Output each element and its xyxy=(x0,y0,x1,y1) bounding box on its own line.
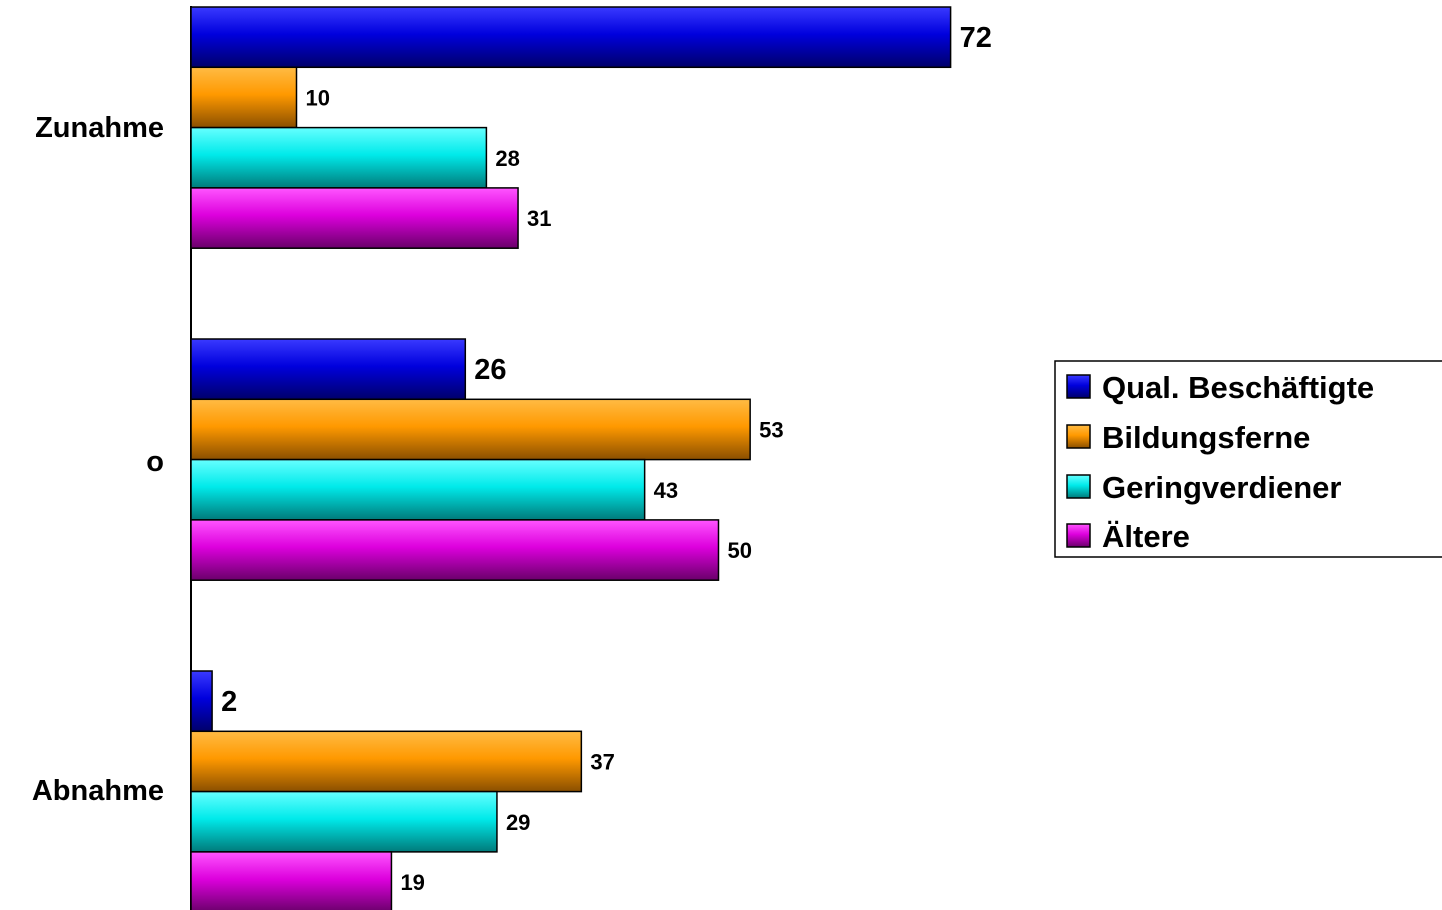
data-label: 31 xyxy=(527,206,551,231)
legend-swatch-qual-beschaeftigte xyxy=(1066,374,1091,399)
category-label: Zunahme xyxy=(35,112,164,144)
data-label: 28 xyxy=(495,146,519,171)
bar xyxy=(190,730,583,793)
bars-layer: 72 26 2 10 53 37 28 43 29 31 50 19 xyxy=(190,6,992,910)
bar xyxy=(190,670,213,733)
data-label: 72 xyxy=(960,22,992,54)
bar xyxy=(190,790,498,853)
bar xyxy=(190,851,393,910)
legend-label-qual-beschaeftigte: Qual. Beschäftigte xyxy=(1102,370,1374,405)
category-label: Abnahme xyxy=(32,775,164,807)
data-label: 50 xyxy=(728,538,752,563)
legend-label-bildungsferne: Bildungsferne xyxy=(1102,420,1310,455)
data-label: 19 xyxy=(400,870,424,895)
bar xyxy=(190,519,720,581)
data-label: 37 xyxy=(590,749,614,774)
bar xyxy=(190,66,298,129)
legend-swatch-bildungsferne xyxy=(1066,424,1091,449)
bar xyxy=(190,398,751,461)
legend-swatch-aeltere xyxy=(1066,523,1091,548)
data-label: 2 xyxy=(221,686,237,718)
data-label: 26 xyxy=(474,354,506,386)
bar xyxy=(190,458,646,521)
category-label: o xyxy=(146,446,164,478)
data-label: 10 xyxy=(306,85,330,110)
legend-label-aeltere: Ältere xyxy=(1102,519,1190,554)
bar xyxy=(190,338,467,401)
bar xyxy=(190,6,952,69)
legend: Qual. Beschäftigte Bildungsferne Geringv… xyxy=(1054,360,1442,558)
data-label: 53 xyxy=(759,417,783,442)
legend-frame xyxy=(1054,360,1442,558)
bar xyxy=(190,126,488,189)
bar xyxy=(190,187,519,249)
legend-swatch-geringverdiener xyxy=(1066,474,1091,499)
data-label: 29 xyxy=(506,810,530,835)
legend-label-geringverdiener: Geringverdiener xyxy=(1102,470,1341,505)
data-label: 43 xyxy=(654,478,678,503)
